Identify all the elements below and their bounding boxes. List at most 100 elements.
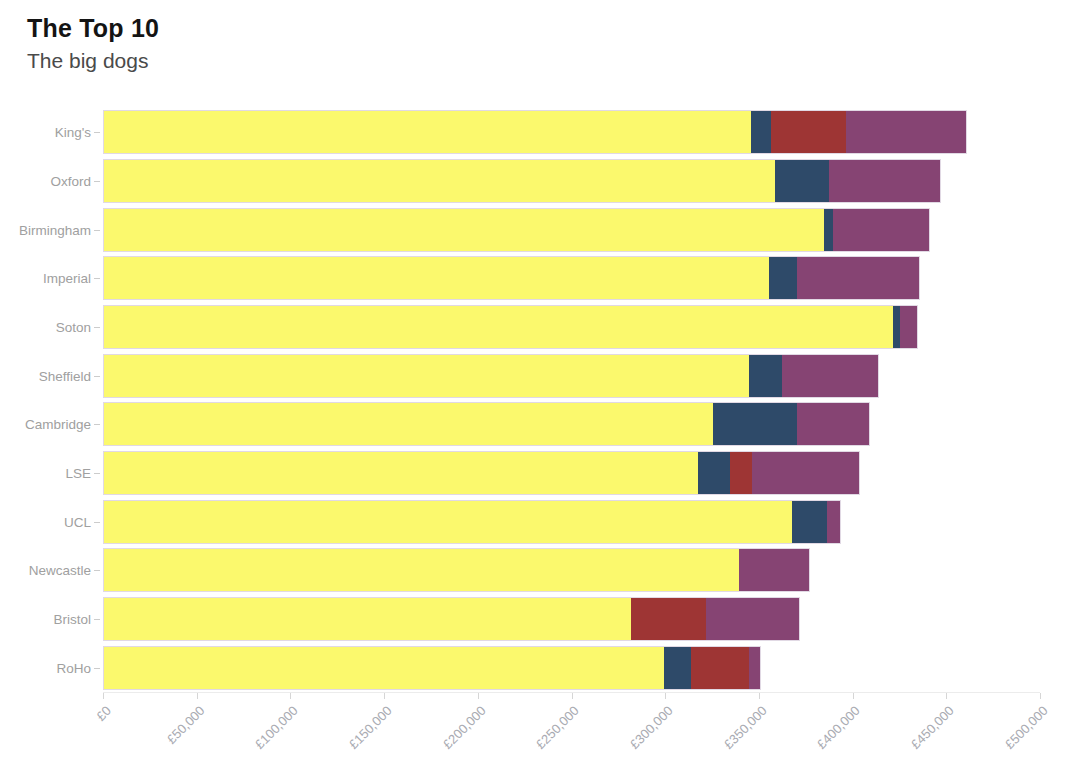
navy-segment [824,209,833,251]
x-axis-tick [759,693,760,699]
yellow-segment [104,209,824,251]
yellow-segment [104,452,698,494]
purple-segment [752,452,859,494]
bar-row [103,402,1040,446]
plot-area [103,108,1040,692]
bar-row [103,256,1040,300]
yellow-segment [104,501,792,543]
x-axis-tick [946,693,947,699]
y-axis-label: Sheffield [39,368,91,383]
bar-row [103,159,1040,203]
navy-segment [792,501,828,543]
x-axis: £0£50,000£100,000£150,000£200,000£250,00… [103,692,1040,693]
purple-segment [797,403,868,445]
y-axis-label: Cambridge [25,417,91,432]
bar-row [103,208,1040,252]
y-axis-label: Birmingham [19,222,91,237]
navy-segment [751,111,772,153]
navy-segment [749,355,783,397]
y-axis-tick [94,473,100,474]
chart-header: The Top 10 The big dogs [27,14,159,73]
bar-row [103,548,1040,592]
bar-row [103,451,1040,495]
purple-segment [782,355,878,397]
y-axis-label: LSE [65,466,91,481]
stacked-bar [103,597,800,641]
purple-segment [829,160,940,202]
stacked-bar [103,451,860,495]
y-axis-tick [94,619,100,620]
navy-segment [664,647,690,689]
navy-segment [698,452,730,494]
y-axis-label: King's [55,125,91,140]
x-axis-tick [290,693,291,699]
chart-title: The Top 10 [27,14,159,43]
bar-row [103,305,1040,349]
x-axis-tick [853,693,854,699]
bar-row [103,646,1040,690]
yellow-segment [104,549,739,591]
y-axis-label: Soton [56,320,91,335]
y-axis: King's Oxford Birmingham Imperial Soton Sheff… [0,108,103,692]
x-axis-tick [478,693,479,699]
chart-subtitle: The big dogs [27,49,159,73]
stacked-bar [103,548,810,592]
purple-segment [739,549,808,591]
y-axis-tick [94,668,100,669]
y-axis-tick [94,327,100,328]
x-axis-tick-label: £450,000 [908,703,957,752]
y-axis-tick [94,570,100,571]
purple-segment [706,598,800,640]
y-axis-tick [94,181,100,182]
bar-row [103,354,1040,398]
yellow-segment [104,257,769,299]
purple-segment [797,257,919,299]
x-axis-tick [197,693,198,699]
y-axis-label: UCL [64,514,91,529]
stacked-bar [103,159,941,203]
yellow-segment [104,647,664,689]
y-axis-label: Newcastle [29,563,91,578]
purple-segment [827,501,840,543]
x-axis-tick [665,693,666,699]
navy-segment [769,257,797,299]
y-axis-label: RoHo [56,660,91,675]
y-axis-tick [94,376,100,377]
yellow-segment [104,306,893,348]
yellow-segment [104,403,713,445]
navy-segment [713,403,797,445]
purple-segment [846,111,966,153]
x-axis-tick-label: £500,000 [1002,703,1051,752]
navy-segment [775,160,829,202]
bar-row [103,597,1040,641]
red-segment [631,598,706,640]
stacked-bar [103,256,920,300]
red-segment [691,647,749,689]
yellow-segment [104,355,749,397]
x-axis-tick-label: £250,000 [533,703,582,752]
stacked-bar [103,500,841,544]
purple-segment [749,647,760,689]
y-axis-label: Imperial [43,271,91,286]
x-axis-tick [103,693,104,699]
y-axis-label: Oxford [50,174,91,189]
x-axis-tick-label: £400,000 [814,703,863,752]
red-segment [771,111,846,153]
y-axis-tick [94,522,100,523]
y-axis-tick [94,278,100,279]
yellow-segment [104,111,751,153]
bar-row [103,500,1040,544]
purple-segment [900,306,917,348]
bar-row [103,110,1040,154]
stacked-bar [103,402,870,446]
x-axis-tick [1040,693,1041,699]
x-axis-tick-label: £200,000 [439,703,488,752]
y-axis-tick [94,424,100,425]
stacked-bar [103,208,930,252]
x-axis-tick [384,693,385,699]
yellow-segment [104,160,775,202]
y-axis-tick [94,132,100,133]
x-axis-tick-label: £350,000 [721,703,770,752]
x-axis-tick-label: £300,000 [627,703,676,752]
y-axis-tick [94,230,100,231]
